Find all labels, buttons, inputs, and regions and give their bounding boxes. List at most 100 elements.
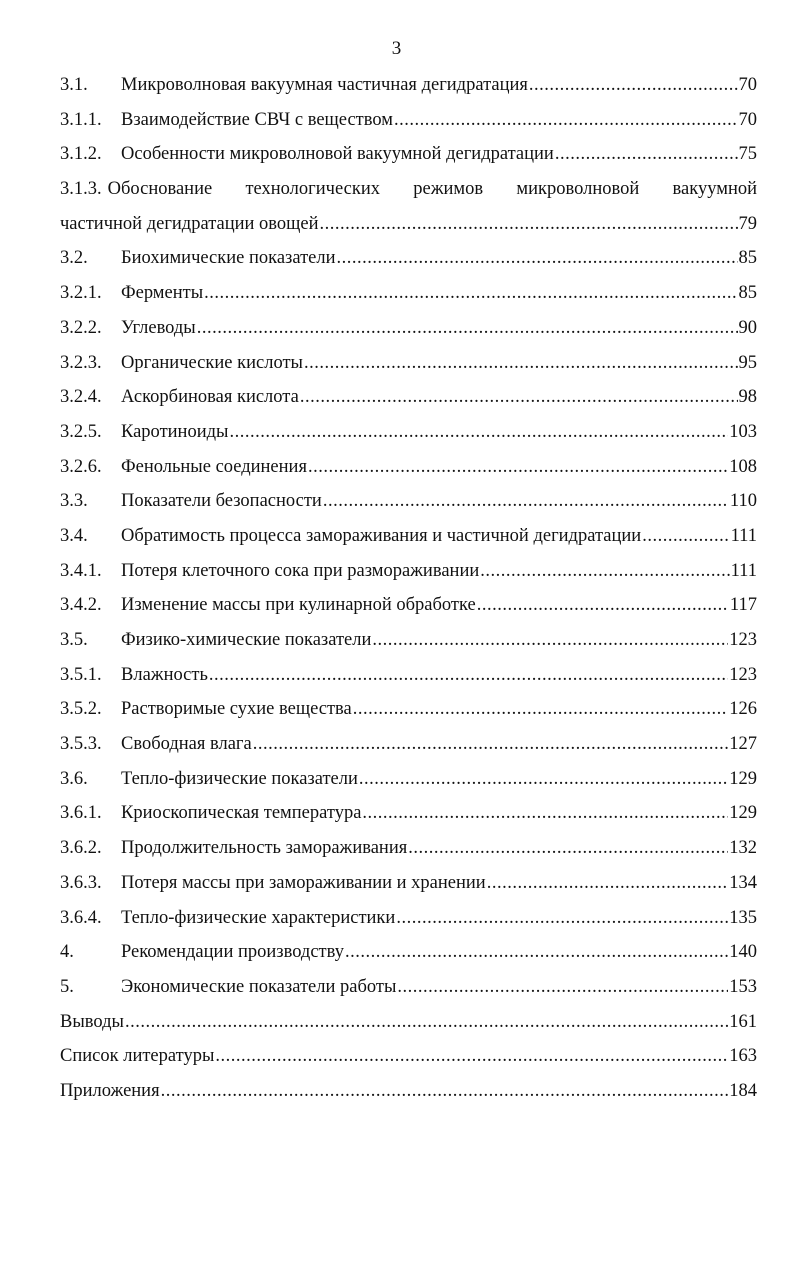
toc-entry-title: Потеря массы при замораживании и хранени… — [121, 872, 486, 893]
toc-entry[interactable]: 3.3. Показатели безопасности 110 — [60, 484, 757, 519]
dot-leader — [197, 311, 738, 346]
toc-entry-title: Особенности микроволновой вакуумной деги… — [121, 144, 554, 165]
toc-entry-title: Изменение массы при кулинарной обработке — [121, 595, 476, 616]
dot-leader — [487, 866, 729, 901]
toc-entry[interactable]: 3.5.1. Влажность 123 — [60, 658, 757, 693]
dot-leader — [215, 1039, 728, 1074]
toc-entry-page: 134 — [729, 872, 757, 893]
toc-entry-line: 3.1.3. Обоснование технологических режимо… — [60, 172, 757, 207]
toc-entry-number: 3.1.3. — [60, 179, 102, 200]
toc-entry-page: 132 — [729, 838, 757, 859]
toc-entry-page: 75 — [738, 144, 758, 165]
toc-entry-number: 3.6.1. — [60, 803, 102, 824]
toc-entry-number: 3.6.3. — [60, 872, 102, 893]
dot-leader — [555, 137, 738, 172]
toc-entry-number: 3.6.2. — [60, 838, 102, 859]
toc-entry-number: 3.5.2. — [60, 699, 102, 720]
dot-leader — [408, 831, 728, 866]
toc-entry-page: 184 — [729, 1080, 757, 1101]
toc-entry[interactable]: 3.5. Физико-химические показатели 123 — [60, 623, 757, 658]
toc-entry-number: 3.6.4. — [60, 907, 102, 928]
toc-entry-title: Обратимость процесса замораживания и час… — [121, 525, 642, 546]
toc-entry-page: 135 — [729, 907, 757, 928]
toc-entry-title: Биохимические показатели — [121, 248, 336, 269]
toc-entry-page: 123 — [729, 664, 757, 685]
toc-entry[interactable]: 4. Рекомендации производству 140 — [60, 935, 757, 970]
toc-entry-title: Углеводы — [121, 317, 196, 338]
toc-entry-number: 3.1.1. — [60, 109, 102, 130]
toc-entry-title: Выводы — [60, 1011, 124, 1032]
toc-entry-title: Потеря клеточного сока при размораживани… — [121, 560, 480, 581]
toc-entry-title: Список литературы — [60, 1046, 215, 1067]
toc-entry[interactable]: Приложения 184 — [60, 1074, 757, 1109]
dot-leader — [362, 796, 728, 831]
toc-entry-page: 103 — [729, 421, 757, 442]
toc-entry[interactable]: 5. Экономические показатели работы 153 — [60, 970, 757, 1005]
dot-leader — [229, 415, 728, 450]
toc-entry-title: Показатели безопасности — [121, 491, 322, 512]
dot-leader — [337, 241, 738, 276]
toc-entry-page: 161 — [729, 1011, 757, 1032]
toc-entry-number: 3.2.4. — [60, 387, 102, 408]
toc-entry[interactable]: 3.1. Микроволновая вакуумная частичная де… — [60, 68, 757, 103]
dot-leader — [320, 207, 738, 242]
toc-entry-title: Экономические показатели работы — [121, 976, 397, 997]
toc-entry-title-line1: Обоснование технологических режимов микр… — [107, 179, 757, 200]
toc-entry[interactable]: Выводы 161 — [60, 1005, 757, 1040]
toc-entry[interactable]: 3.2.1. Ферменты 85 — [60, 276, 757, 311]
toc-entry-number: 4. — [60, 942, 74, 963]
dot-leader — [125, 1005, 728, 1040]
toc-entry-number: 3.5.1. — [60, 664, 102, 685]
toc-entry-title: Рекомендации производству — [121, 942, 344, 963]
toc-entry-page: 90 — [738, 317, 758, 338]
toc-entry[interactable]: 3.5.3. Свободная влага 127 — [60, 727, 757, 762]
toc-entry-page: 129 — [729, 768, 757, 789]
toc-entry[interactable]: 3.6.1. Криоскопическая температура 129 — [60, 796, 757, 831]
toc-entry[interactable]: 3.6. Тепло-физические показатели 129 — [60, 762, 757, 797]
toc-entry-page: 95 — [738, 352, 758, 373]
toc-entry-number: 3.2.2. — [60, 317, 102, 338]
toc-entry[interactable]: 3.5.2. Растворимые сухие вещества 126 — [60, 692, 757, 727]
toc-entry-title-line2: частичной дегидратации овощей — [60, 213, 319, 234]
toc-entry-number: 3.2. — [60, 248, 88, 269]
toc-entry[interactable]: 3.2.2. Углеводы 90 — [60, 311, 757, 346]
toc-entry-page: 85 — [738, 248, 758, 269]
dot-leader — [308, 450, 728, 485]
toc-entry[interactable]: 3.4.1. Потеря клеточного сока при размора… — [60, 554, 757, 589]
toc-entry[interactable]: 3.1.2. Особенности микроволновой вакуумно… — [60, 137, 757, 172]
toc-entry-page: 129 — [729, 803, 757, 824]
toc-entry-page: 111 — [730, 525, 757, 546]
dot-leader — [353, 692, 729, 727]
dot-leader — [529, 68, 738, 103]
toc-entry[interactable]: 3.6.2. Продолжительность замораживания 132 — [60, 831, 757, 866]
toc-entry[interactable]: 3.1.1. Взаимодействие СВЧ с веществом 70 — [60, 103, 757, 138]
toc-entry-title: Микроволновая вакуумная частичная дегидр… — [121, 75, 528, 95]
toc-entry[interactable]: 3.2.5. Каротиноиды 103 — [60, 415, 757, 450]
toc-entry-page: 110 — [729, 491, 757, 512]
toc-entry-page: 70 — [738, 109, 758, 130]
dot-leader — [300, 380, 738, 415]
toc-entry[interactable]: 3.2.6. Фенольные соединения 108 — [60, 450, 757, 485]
toc-entry[interactable]: 3.2. Биохимические показатели 85 — [60, 241, 757, 276]
toc-entry-title: Продолжительность замораживания — [121, 838, 408, 859]
toc-entry-page: 85 — [738, 283, 758, 304]
toc-entry[interactable]: Список литературы 163 — [60, 1039, 757, 1074]
dot-leader — [304, 346, 738, 381]
toc-entry[interactable]: 3.2.3. Органические кислоты 95 — [60, 346, 757, 381]
toc-entry[interactable]: 3.4. Обратимость процесса замораживания и… — [60, 519, 757, 554]
toc-entry-title: Ферменты — [121, 283, 204, 304]
toc-entry-number: 3.1. — [60, 75, 88, 95]
toc-entry-number: 3.4. — [60, 525, 88, 546]
toc-entry-title: Криоскопическая температура — [121, 803, 362, 824]
toc-entry-title: Свободная влага — [121, 734, 252, 755]
toc-entry-number: 3.6. — [60, 768, 88, 789]
toc-entry[interactable]: 3.4.2. Изменение массы при кулинарной обр… — [60, 588, 757, 623]
toc-entry[interactable]: 3.6.3. Потеря массы при замораживании и х… — [60, 866, 757, 901]
toc-entry[interactable]: частичной дегидратации овощей 79 — [60, 207, 757, 242]
toc-entry-number: 3.3. — [60, 491, 88, 512]
toc-entry[interactable]: 3.6.4. Тепло-физические характеристики 135 — [60, 901, 757, 936]
toc-entry[interactable]: 3.2.4. Аскорбиновая кислота 98 — [60, 380, 757, 415]
toc-entry-title: Аскорбиновая кислота — [121, 387, 299, 408]
toc-entry-number: 3.1.2. — [60, 144, 102, 165]
toc-entry-title: Физико-химические показатели — [121, 630, 372, 650]
